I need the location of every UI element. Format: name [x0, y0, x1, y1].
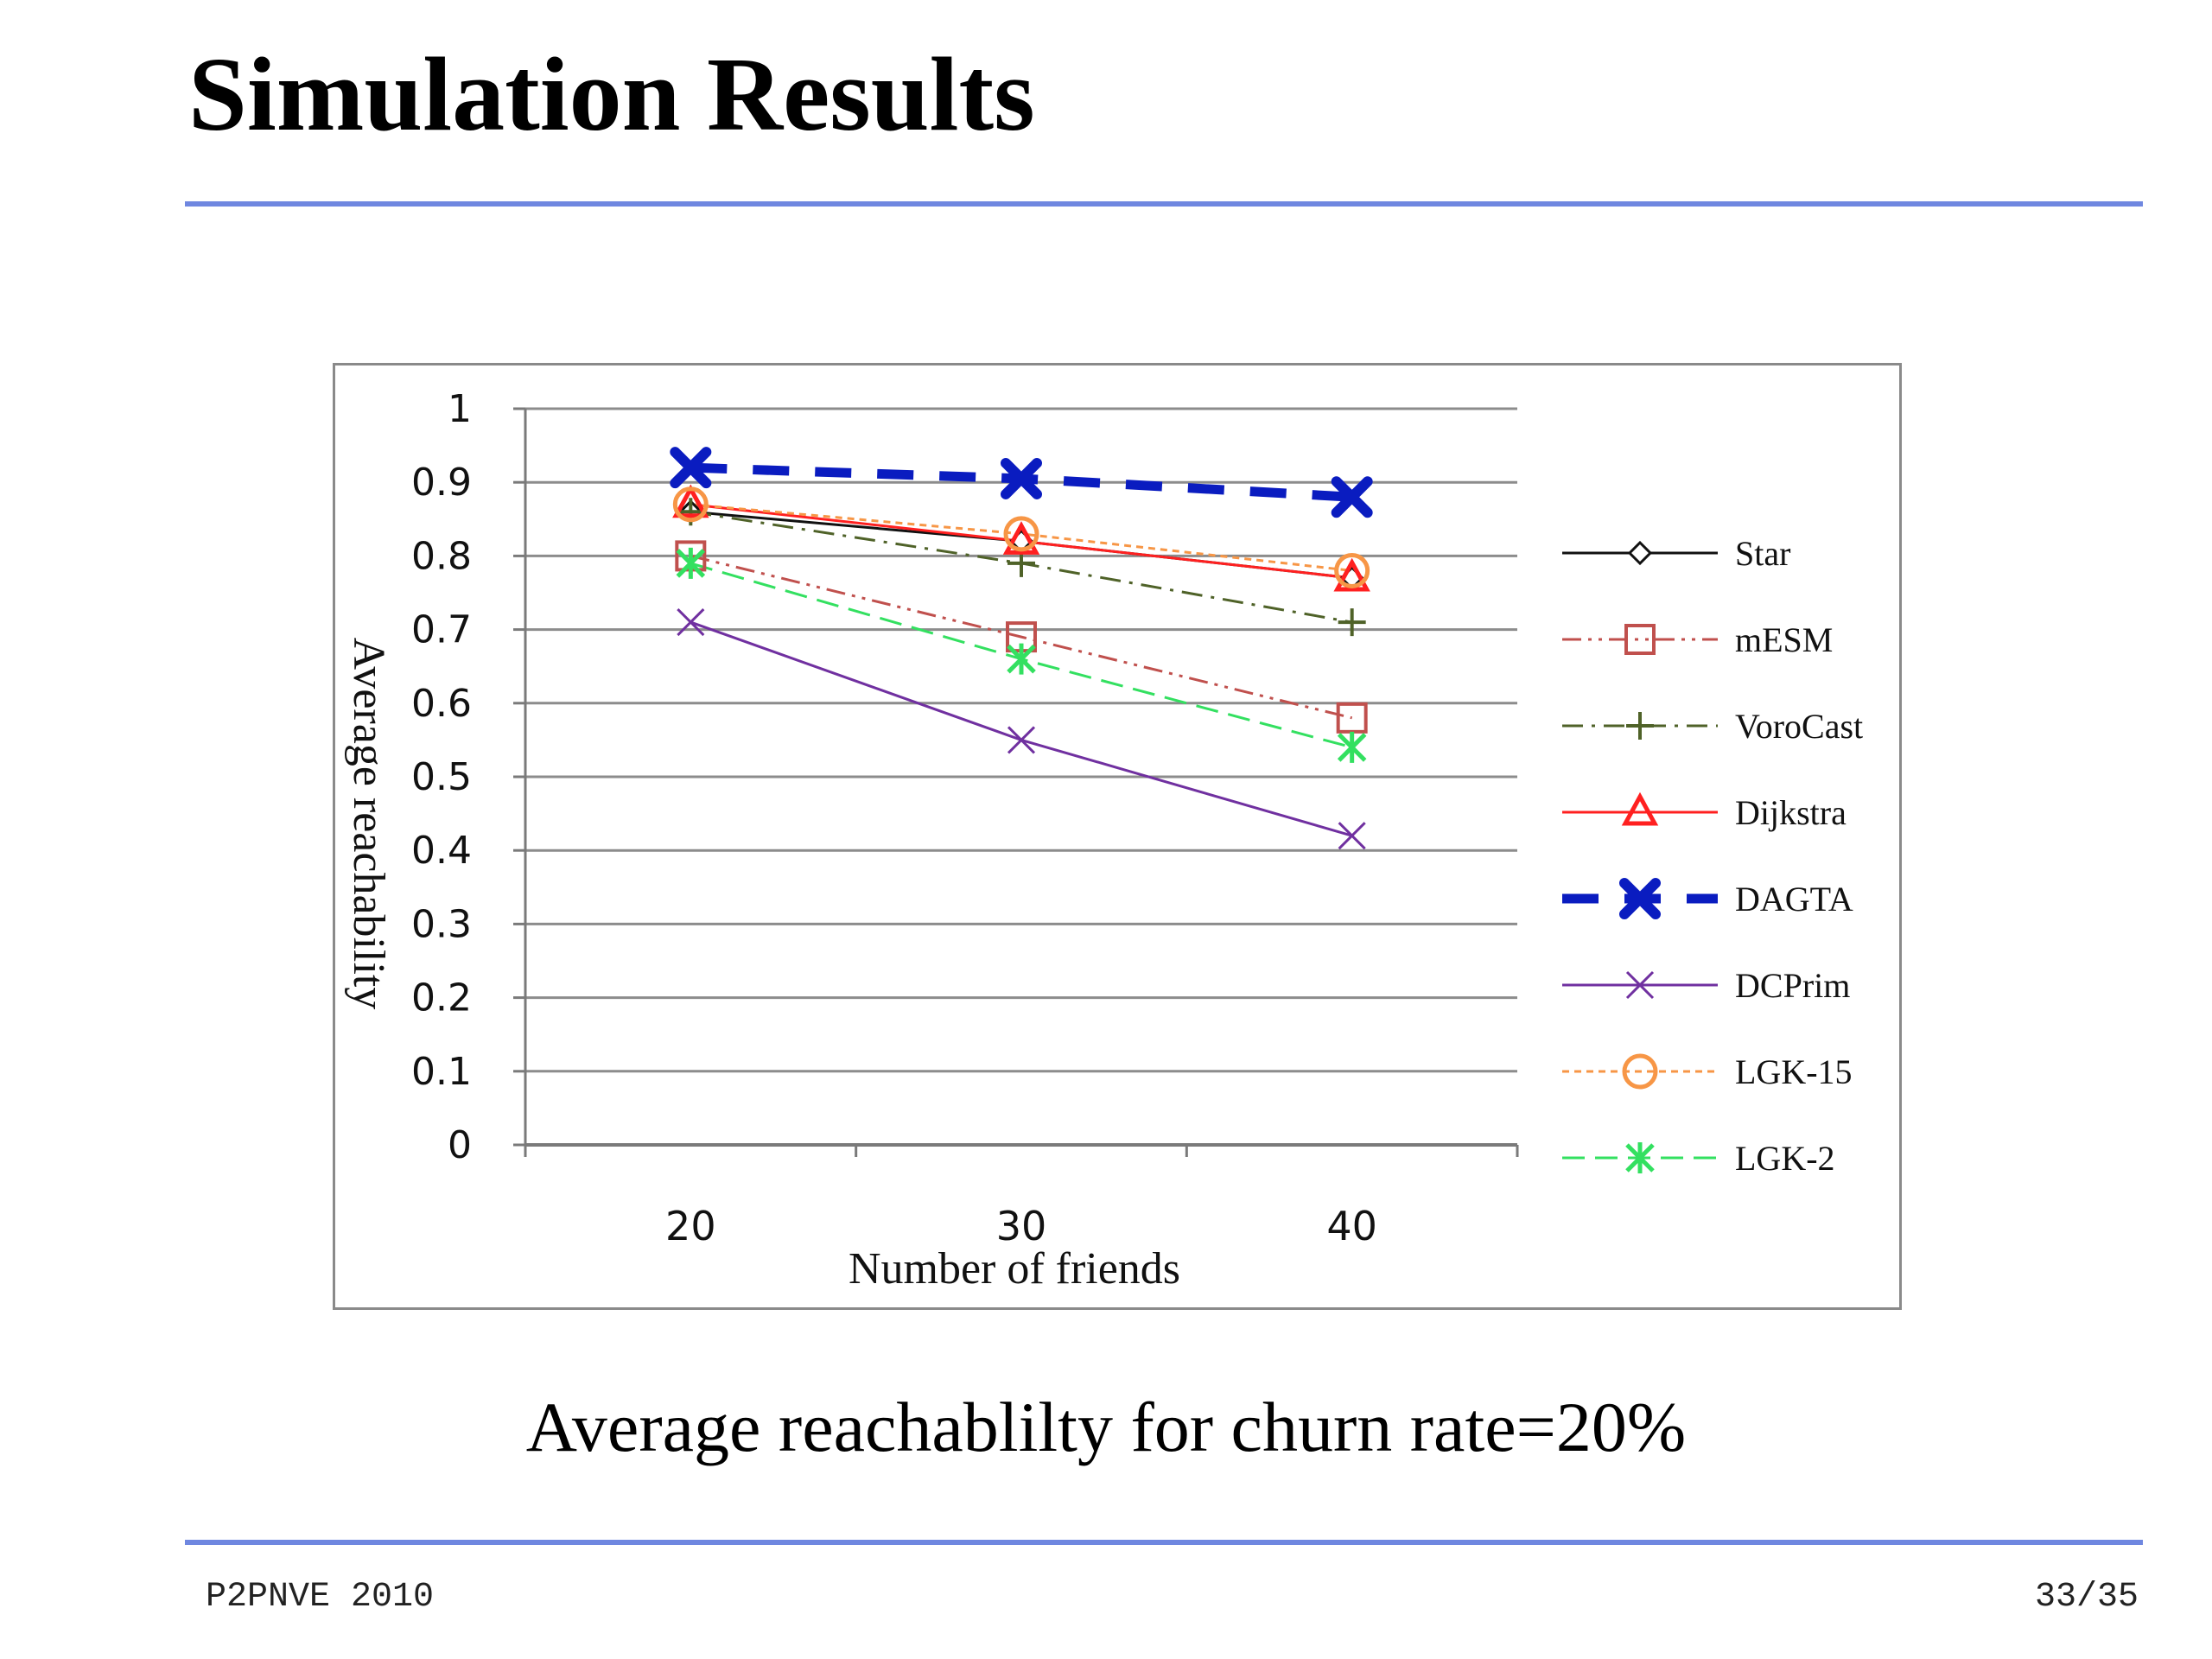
y-tick-label: 0.2	[411, 976, 472, 1020]
footer-page-number: 33/35	[2035, 1578, 2139, 1617]
top-divider	[185, 201, 2143, 207]
tick-labels: 0 0.1 0.2 0.3 0.4 0.5 0.6 0.7 0.8 0.9 1 20 30 40	[411, 387, 1377, 1249]
data-point-dijkstra	[672, 484, 709, 518]
series-markers	[670, 447, 1373, 850]
y-tick-label: 0.4	[411, 829, 472, 873]
series-line-mesm	[690, 554, 1353, 720]
y-tick-label: 0.1	[411, 1050, 472, 1094]
legend-entry: Dijkstra	[1562, 791, 1847, 832]
legend-label: Dijkstra	[1735, 793, 1847, 832]
legend-marker	[1624, 624, 1656, 655]
data-point-lgk-15	[1334, 552, 1370, 588]
data-point-lgk-15	[1003, 516, 1039, 552]
legend-label: DCPrim	[1735, 966, 1850, 1005]
legend-entry: mESM	[1562, 620, 1833, 659]
legend-entry: LGK-2	[1562, 1139, 1835, 1178]
legend-label: VoroCast	[1735, 707, 1863, 746]
y-tick-label: 0.6	[411, 682, 472, 726]
data-point-lgk-2	[676, 547, 706, 579]
legend-label: Star	[1735, 534, 1790, 573]
bottom-divider	[185, 1540, 2143, 1545]
data-point-dagta	[1331, 476, 1373, 518]
legend: Star mESM VoroCast Dijkstra DAGTA DCPrim LGK-1…	[1562, 534, 1863, 1178]
data-point-dcprim	[1338, 822, 1366, 850]
legend-label: LGK-2	[1735, 1139, 1835, 1178]
chart-caption: Average reachablilty for churn rate=20%	[525, 1388, 1687, 1466]
data-point-lgk-2	[1337, 731, 1367, 763]
y-tick-label: 0	[448, 1123, 472, 1167]
y-tick-label: 0.5	[411, 755, 472, 799]
x-tick-label: 20	[665, 1203, 716, 1249]
data-point-dagta	[670, 447, 712, 489]
legend-entry: Star	[1562, 534, 1790, 573]
legend-entry: VoroCast	[1562, 707, 1863, 746]
chart-frame: 0 0.1 0.2 0.3 0.4 0.5 0.6 0.7 0.8 0.9 1 20 30 40 Numb…	[333, 363, 1902, 1310]
data-point-dagta	[1001, 457, 1042, 499]
x-tick-label: 30	[996, 1203, 1047, 1249]
y-axis-label: Average reachability	[344, 638, 393, 1010]
legend-marker	[1619, 878, 1661, 919]
legend-label: DAGTA	[1735, 880, 1853, 918]
data-point-dcprim	[1007, 726, 1036, 754]
line-chart: 0 0.1 0.2 0.3 0.4 0.5 0.6 0.7 0.8 0.9 1 20 30 40 Numb…	[344, 387, 1863, 1294]
y-tick-label: 0.8	[411, 534, 472, 578]
legend-marker	[1622, 1053, 1658, 1090]
legend-marker	[1625, 1142, 1655, 1173]
data-point-dcprim	[677, 608, 705, 637]
data-point-lgk-2	[1007, 643, 1036, 675]
y-tick-label: 0.7	[411, 608, 472, 652]
legend-label: LGK-15	[1735, 1052, 1853, 1091]
data-point-mesm	[1336, 702, 1368, 734]
legend-marker	[1627, 540, 1653, 566]
x-axis-label: Number of friends	[849, 1244, 1180, 1294]
legend-entry: LGK-15	[1562, 1052, 1853, 1091]
y-tick-label: 0.9	[411, 461, 472, 505]
legend-marker	[1621, 791, 1659, 826]
data-point-lgk-15	[672, 486, 709, 523]
data-point-dijkstra	[1333, 557, 1370, 592]
legend-entry: DAGTA	[1562, 878, 1853, 919]
slide-title: Simulation Results	[188, 36, 1035, 153]
axes	[513, 407, 1519, 1157]
legend-label: mESM	[1735, 620, 1833, 659]
y-tick-label: 0.3	[411, 902, 472, 946]
footer-conference: P2PNVE 2010	[206, 1578, 435, 1617]
data-point-dijkstra	[1002, 521, 1040, 555]
x-tick-label: 40	[1326, 1203, 1377, 1249]
data-point-vorocast	[1338, 608, 1366, 637]
legend-marker	[1625, 970, 1655, 1000]
legend-entry: DCPrim	[1562, 966, 1850, 1005]
y-tick-label: 1	[448, 387, 472, 431]
legend-marker	[1626, 712, 1654, 740]
